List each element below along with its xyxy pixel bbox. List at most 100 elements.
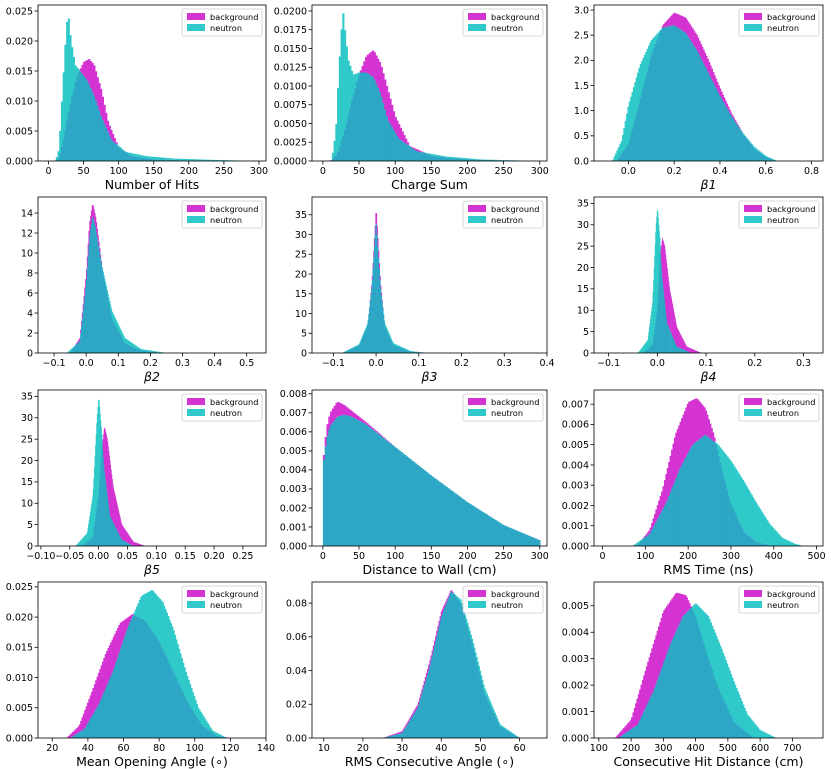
overlap-bin [377,246,379,353]
neutron-bin [131,343,133,347]
overlap-bin [131,545,133,546]
background-bin [629,720,632,730]
overlap-bin [723,103,726,161]
overlap-bin [651,345,653,353]
neutron-bin [795,544,797,546]
overlap-bin [654,330,656,353]
x-tick-label: 120 [221,743,239,754]
overlap-bin [125,152,128,161]
overlap-bin [623,734,625,738]
overlap-bin [165,159,168,161]
background-bin [686,346,688,352]
overlap-bin [639,97,642,161]
overlap-bin [417,465,420,546]
overlap-bin [473,506,476,546]
overlap-bin [410,351,413,353]
neutron-bin [616,150,619,161]
neutron-bin [142,594,145,620]
overlap-bin [636,545,639,546]
background-bin [668,17,671,27]
background-bin [388,735,390,737]
background-bin [698,351,699,353]
background-bin [141,545,143,546]
background-bin [83,61,86,77]
overlap-bin [151,351,153,353]
overlap-bin [389,736,391,738]
overlap-bin [128,344,130,353]
neutron-bin [459,157,462,159]
neutron-bin [759,151,762,153]
overlap-bin [472,648,475,738]
neutron-bin [741,701,743,729]
overlap-bin [656,680,659,738]
background-bin [431,650,434,656]
overlap-bin [670,25,672,162]
neutron-bin [469,630,471,636]
overlap-bin [356,81,359,161]
background-bin [627,723,629,732]
overlap-bin [415,351,418,353]
background-bin [659,496,662,514]
neutron-bin [173,630,175,673]
neutron-bin [190,687,193,708]
overlap-bin [415,151,418,161]
neutron-bin [726,456,729,490]
neutron-bin [496,718,499,721]
background-bin [651,648,653,695]
neutron-bin [79,541,81,546]
neutron-bin [398,345,400,348]
background-bin [433,640,436,646]
neutron-bin [206,159,209,161]
overlap-bin [718,455,720,546]
overlap-bin [727,110,730,161]
overlap-bin [648,65,650,161]
overlap-bin [663,27,665,161]
overlap-bin [398,347,400,353]
overlap-bin [505,526,508,546]
overlap-bin [638,103,641,161]
background-bin [664,22,667,28]
overlap-bin [741,728,743,738]
overlap-bin [731,117,734,161]
overlap-bin [119,536,121,546]
neutron-bin [471,158,474,160]
overlap-bin [702,436,705,546]
neutron-bin [358,344,360,346]
overlap-bin [157,352,159,353]
background-bin [675,592,678,632]
subplot-2: 0 50 100 150 200 250 3000.00000.00250.00500.00… [274,4,549,192]
neutron-bin [762,731,765,738]
background-bin [117,507,119,532]
neutron-bin [466,158,469,160]
neutron-bin [642,346,644,353]
overlap-bin [129,345,131,353]
background-bin [115,497,117,528]
x-tick-label: 40 [82,743,94,754]
overlap-bin [690,41,693,161]
overlap-bin [753,148,756,161]
legend-label-neutron: neutron [767,23,799,33]
neutron-bin [715,443,718,444]
overlap-bin [653,337,655,353]
overlap-bin [683,349,685,353]
background-bin [689,401,692,449]
overlap-bin [671,25,674,161]
neutron-bin [162,602,164,650]
neutron-bin [119,147,122,149]
overlap-bin [377,433,380,546]
neutron-bin [760,152,763,154]
overlap-bin [657,676,660,738]
overlap-bin [755,541,758,546]
overlap-bin [653,687,656,738]
neutron-bin [351,70,354,101]
overlap-bin [391,126,394,161]
overlap-bin [77,732,80,738]
neutron-bin [792,542,795,546]
background-bin [734,120,737,122]
overlap-bin [326,436,329,546]
neutron-bin [643,345,645,352]
overlap-bin [211,732,213,738]
neutron-bin [751,143,753,146]
overlap-bin [90,223,93,353]
